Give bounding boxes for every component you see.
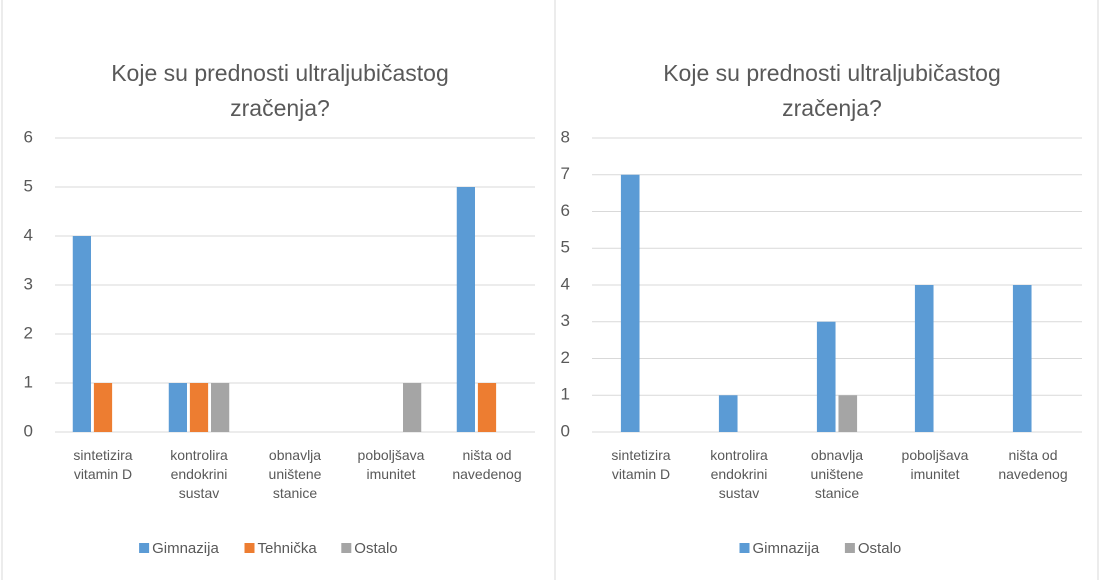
legend-swatch	[139, 543, 150, 553]
y-tick-label: 5	[561, 238, 570, 257]
y-tick-label: 0	[24, 421, 33, 440]
bar	[168, 383, 187, 432]
y-tick-label: 2	[24, 323, 33, 342]
y-tick-label: 6	[561, 201, 570, 220]
bar	[914, 285, 934, 432]
legend-swatch	[341, 543, 352, 553]
bar	[477, 383, 497, 432]
x-tick-label: kontrolira endokrini sustav	[710, 447, 768, 501]
bar	[72, 236, 91, 432]
bar	[403, 383, 422, 432]
legend-label: Gimnazija	[753, 540, 820, 557]
legend-label: Ostalo	[354, 540, 397, 557]
legend-label: Tehnička	[258, 540, 318, 557]
legend-label: Ostalo	[858, 540, 901, 557]
x-tick-label: obnavlja uništene stanice	[269, 447, 322, 501]
y-tick-label: 1	[561, 385, 570, 404]
y-tick-label: 2	[561, 348, 570, 367]
bar	[816, 321, 836, 432]
y-tick-label: 7	[561, 164, 570, 183]
chart-title: Koje su prednosti ultraljubičastog zračen…	[111, 60, 449, 121]
x-tick-label: sintetizira vitamin D	[73, 447, 132, 482]
x-tick-label: ništa od navedenog	[998, 447, 1067, 482]
y-tick-label: 0	[561, 421, 570, 440]
bar	[1012, 285, 1032, 432]
y-tick-label: 8	[561, 127, 570, 146]
y-tick-label: 5	[24, 176, 33, 195]
y-tick-label: 3	[561, 311, 570, 330]
x-tick-label: ništa od navedenog	[452, 447, 521, 482]
bar	[189, 383, 209, 432]
y-tick-label: 6	[24, 127, 33, 146]
y-tick-label: 3	[24, 274, 33, 293]
x-tick-label: kontrolira endokrini sustav	[170, 447, 228, 501]
legend-swatch	[244, 543, 255, 553]
bar	[93, 383, 113, 432]
y-tick-label: 1	[24, 372, 33, 391]
y-tick-label: 4	[561, 274, 570, 293]
bar	[718, 395, 738, 432]
bar	[620, 174, 640, 432]
bar	[456, 187, 475, 432]
bar	[838, 395, 858, 432]
legend-swatch	[844, 543, 855, 553]
x-tick-label: sintetizira vitamin D	[611, 447, 670, 482]
legend-swatch	[739, 543, 750, 553]
bar	[211, 383, 230, 432]
x-tick-label: obnavlja uništene stanice	[811, 447, 864, 501]
y-tick-label: 4	[24, 225, 33, 244]
legend-label: Gimnazija	[152, 540, 219, 557]
chart-title: Koje su prednosti ultraljubičastog zračen…	[663, 60, 1001, 121]
x-tick-label: poboljšava imunitet	[902, 447, 969, 482]
x-tick-label: poboljšava imunitet	[358, 447, 425, 482]
